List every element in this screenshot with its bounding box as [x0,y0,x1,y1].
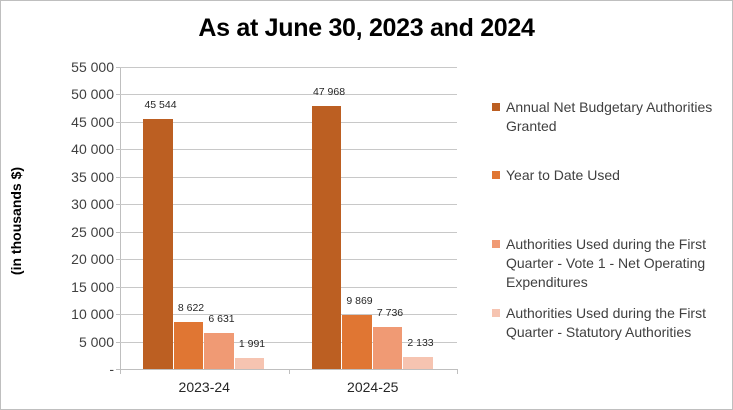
x-category-label: 2024-25 [347,379,399,395]
y-tick-label: 25 000 [71,223,114,240]
x-tick-mark [120,369,121,374]
x-tick-mark [289,369,290,374]
gridline [120,94,457,95]
gridline [120,177,457,178]
bar-value-label: 9 869 [346,294,373,307]
y-tick-mark [116,177,120,178]
bar [311,105,342,369]
chart-title: As at June 30, 2023 and 2024 [198,14,535,42]
bar-value-label: 7 736 [376,306,404,319]
legend-label: Authorities Used during the First Quarte… [506,236,706,290]
bar [403,357,433,369]
y-tick-label: 10 000 [71,306,114,323]
gridline [120,149,457,150]
bar [342,314,372,369]
bar [204,332,234,369]
y-tick-label: 15 000 [71,278,114,295]
gridline [120,122,457,123]
y-axis-line [120,67,121,369]
y-tick-label: 45 000 [71,113,114,130]
y-tick-mark [116,342,120,343]
y-tick-mark [116,314,120,315]
gridline [120,259,457,260]
x-category-label: 2023-24 [178,379,230,395]
bar-value-label: 6 631 [208,312,235,325]
bar-value-label: 47 968 [312,85,346,98]
gridline [120,204,457,205]
bar-value-label: 8 622 [177,301,205,314]
legend-swatch-icon [492,309,500,317]
y-tick-mark [116,67,120,68]
bar [372,326,403,369]
bar-value-label: 1 991 [238,338,266,351]
y-axis-title: (in thousands $) [8,166,24,276]
y-tick-label: 35 000 [71,168,114,185]
y-tick-label: 20 000 [71,251,114,268]
y-tick-mark [116,149,120,150]
bar-value-label: 45 544 [144,98,177,111]
y-tick-label: 50 000 [71,86,114,103]
legend-label: Year to Date Used [506,167,620,183]
x-axis-line [120,369,457,370]
gridline [120,287,457,288]
y-tick-mark [116,94,120,95]
y-tick-label: 55 000 [71,59,114,75]
y-tick-label: 30 000 [71,196,114,213]
y-tick-label: - [109,361,114,377]
y-tick-mark [116,369,120,370]
y-tick-mark [116,204,120,205]
gridline [120,232,457,233]
gridline [120,67,457,68]
legend-swatch-icon [492,171,500,179]
plot-area: - 5 000 10 000 15 000 20 000 25 000 30 000 35 0… [71,59,458,395]
gridline [120,342,457,343]
gridline [120,314,457,315]
bar [173,321,204,369]
y-tick-label: 40 000 [71,141,114,158]
legend-label: Authorities Used during the First Quarte… [506,305,706,340]
bar-value-label: 2 133 [407,337,434,350]
y-tick-label: 5 000 [78,333,114,350]
y-tick-mark [116,287,120,288]
legend-swatch-icon [492,103,500,111]
bar [234,358,265,369]
y-tick-mark [116,259,120,260]
y-tick-mark [116,232,120,233]
x-tick-mark [457,369,458,374]
legend-label: Annual Net Budgetary Authorities Granted [506,99,713,134]
bar [143,118,173,369]
y-tick-mark [116,122,120,123]
legend-swatch-icon [492,240,500,248]
